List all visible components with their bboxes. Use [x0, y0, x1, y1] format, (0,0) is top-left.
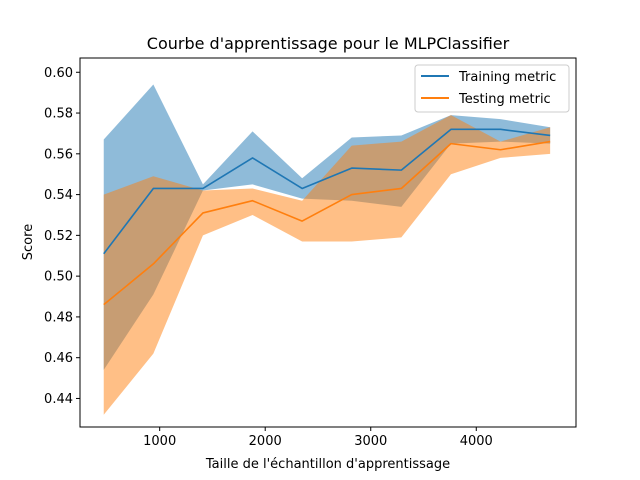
y-tick-label: 0.44: [44, 392, 73, 407]
plot-frame: [79, 57, 577, 428]
x-tick-label: 3000: [354, 434, 387, 449]
x-tick-label: 4000: [460, 434, 493, 449]
y-tick-label: 0.60: [44, 66, 73, 81]
y-tick-label: 0.50: [44, 270, 73, 285]
x-tick-label: 2000: [249, 434, 282, 449]
y-axis-ticks: 0.44 0.46 0.48 0.50 0.52 0.54 0.56 0.58 0.60: [44, 66, 80, 407]
legend-label-testing: Testing metric: [458, 92, 551, 107]
y-tick-label: 0.56: [44, 147, 73, 162]
x-axis-ticks: 1000 2000 3000 4000: [143, 427, 493, 449]
y-tick-label: 0.46: [44, 351, 73, 366]
y-tick-label: 0.48: [44, 310, 73, 325]
legend-label-training: Training metric: [458, 70, 556, 85]
y-tick-label: 0.54: [44, 188, 73, 203]
legend: Training metric Testing metric: [414, 64, 570, 113]
y-tick-label: 0.58: [44, 107, 73, 122]
chart-title: Courbe d'apprentissage pour le MLPClassi…: [147, 34, 510, 53]
y-axis-label: Score: [21, 224, 36, 260]
legend-box: [414, 64, 570, 113]
series-lines: [103, 128, 551, 306]
series-line-1: [103, 140, 551, 306]
confidence-band-1: [103, 115, 551, 415]
x-tick-label: 1000: [143, 434, 176, 449]
series-line-0: [103, 128, 551, 255]
y-tick-label: 0.52: [44, 229, 73, 244]
x-axis-label: Taille de l'échantillon d'apprentissage: [205, 457, 450, 472]
